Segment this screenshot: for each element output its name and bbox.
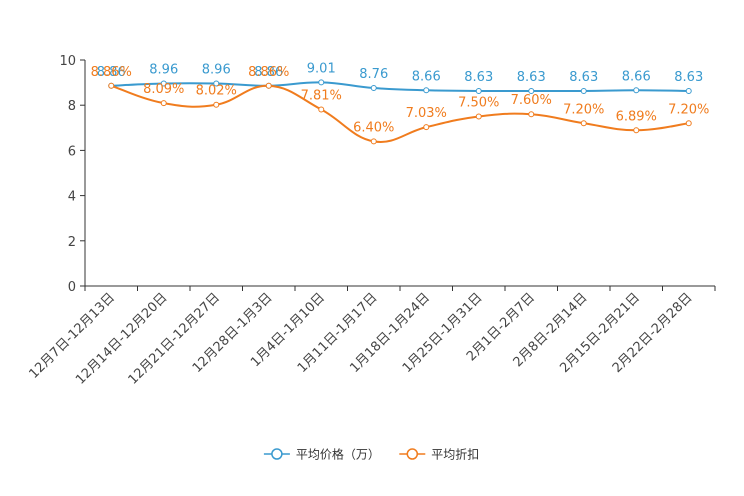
data-label: 7.03%	[406, 106, 447, 121]
data-point	[108, 82, 115, 89]
x-tick-label: 12月21日-12月27日	[126, 290, 223, 387]
series-line-2	[110, 84, 689, 143]
data-point	[160, 100, 167, 107]
legend-label: 平均价格（万）	[296, 447, 380, 462]
data-label: 9.01	[307, 61, 336, 76]
series-line-1	[111, 81, 689, 93]
legend-marker-icon	[271, 448, 283, 460]
data-point	[265, 82, 272, 89]
data-label: 6.89%	[616, 109, 657, 124]
data-point	[160, 80, 167, 87]
data-label: 8.66	[622, 69, 651, 84]
data-label: 8.66	[412, 69, 441, 84]
data-label: 7.60%	[511, 93, 552, 108]
data-label: 7.81%	[301, 88, 342, 103]
y-tick-label: 2	[68, 235, 76, 250]
data-point	[475, 113, 482, 120]
data-label: 6.40%	[353, 120, 394, 135]
data-label: 8.86	[254, 65, 283, 80]
data-label: 8.63	[569, 70, 598, 85]
series	[108, 79, 692, 145]
y-tick-label: 8	[68, 99, 76, 114]
legend-marker-icon	[406, 448, 419, 460]
data-point	[685, 87, 692, 94]
data-point	[528, 111, 535, 118]
data-point	[423, 87, 430, 94]
axes: 0 2 4 6 8 10 12月7日-12月13日12月14日-12月20日12月21日-1…	[26, 54, 716, 388]
data-point	[633, 127, 640, 134]
y-tick-label: 6	[68, 144, 76, 159]
data-point	[370, 138, 377, 145]
data-label: 8.96	[149, 63, 178, 78]
data-label: 8.86	[97, 65, 126, 80]
data-point	[423, 124, 430, 131]
x-tick-label: 12月14日-12月20日	[73, 290, 170, 387]
data-point	[213, 101, 220, 108]
data-label: 8.63	[674, 70, 703, 85]
x-tick-label: 12月7日-12月13日	[26, 290, 118, 382]
data-point	[580, 120, 587, 127]
legend[interactable]: 平均价格（万） 平均折扣	[263, 447, 479, 462]
data-label: 8.86%	[248, 65, 289, 80]
legend-label: 平均折扣	[431, 447, 479, 462]
data-label: 8.63	[517, 70, 546, 85]
data-label: 8.63	[464, 70, 493, 85]
data-point	[370, 85, 377, 92]
y-tick-label: 10	[59, 54, 76, 69]
data-label: 8.96	[202, 63, 231, 78]
data-point	[318, 106, 325, 113]
y-tick-label: 0	[68, 280, 76, 295]
y-tick-label: 4	[68, 190, 76, 205]
data-point	[633, 87, 640, 94]
data-label: 8.86%	[91, 65, 132, 80]
data-point	[685, 120, 692, 127]
data-labels: 8.86 8.96 8.96 8.86 9.01 8.76 8.66 8.63 8.63 8.63…	[91, 61, 710, 135]
data-point	[475, 87, 482, 94]
data-label: 8.09%	[143, 82, 184, 97]
data-label: 8.02%	[196, 84, 237, 99]
data-point	[528, 87, 535, 94]
data-label: 7.20%	[668, 102, 709, 117]
data-point	[318, 79, 325, 86]
data-point	[580, 87, 587, 94]
data-label: 7.20%	[563, 102, 604, 117]
data-point	[213, 80, 220, 87]
data-label: 7.50%	[458, 96, 499, 111]
data-label: 8.76	[359, 67, 388, 82]
